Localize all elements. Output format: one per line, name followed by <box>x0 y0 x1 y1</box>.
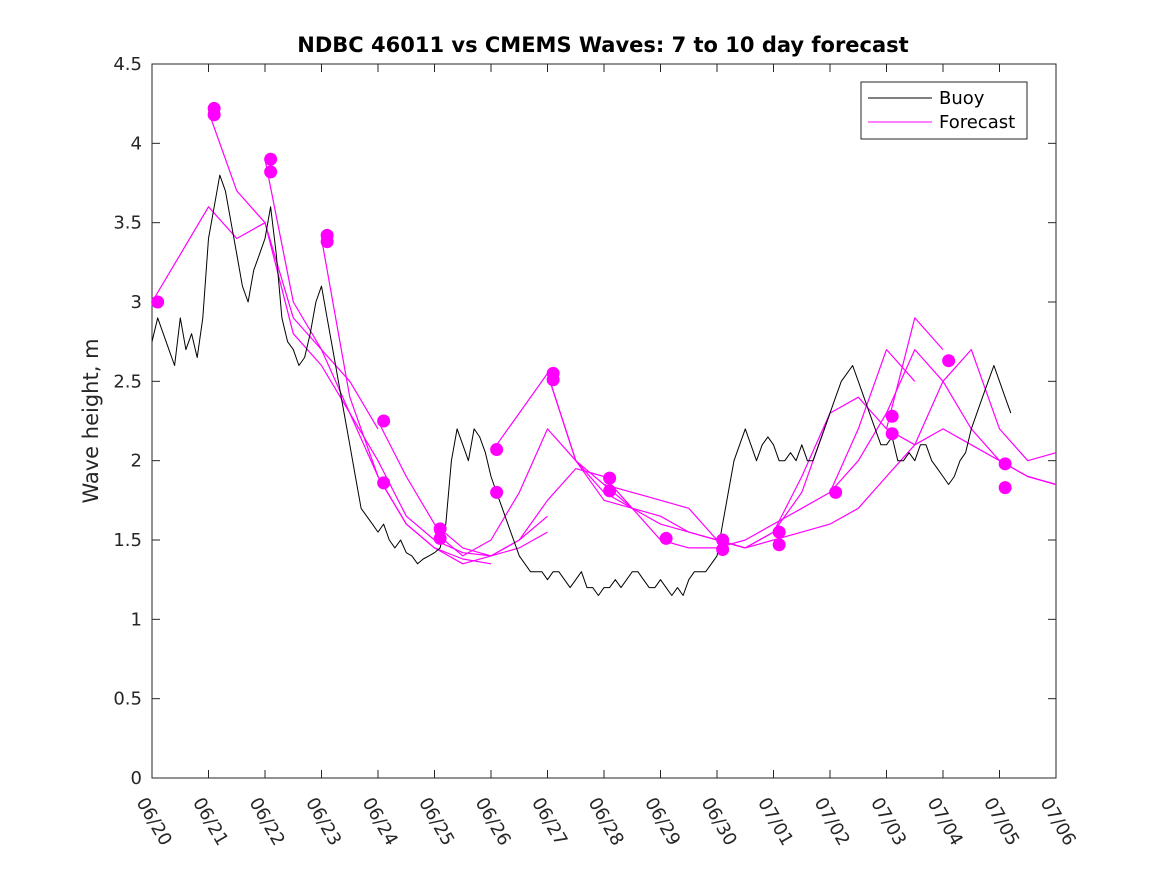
x-tick-label: 07/02 <box>810 794 854 849</box>
forecast-marker <box>264 152 278 166</box>
forecast-marker <box>207 108 221 122</box>
y-tick-label: 4.5 <box>113 54 142 75</box>
y-tick-label: 1.5 <box>113 530 142 551</box>
y-tick-label: 1 <box>131 609 142 630</box>
forecast-marker <box>772 538 786 552</box>
axes-box <box>151 63 1057 779</box>
x-tick-label: 06/24 <box>358 794 402 849</box>
x-tick-label: 06/25 <box>414 794 458 849</box>
forecast-marker <box>377 476 391 490</box>
x-tick-label: 07/03 <box>866 794 910 849</box>
forecast-marker <box>490 485 504 499</box>
legend-buoy-label: Buoy <box>939 88 985 109</box>
forecast-run-line <box>207 111 379 430</box>
y-tick-label: 3.5 <box>113 213 142 234</box>
forecast-run-line <box>377 420 548 557</box>
forecast-marker <box>885 409 899 423</box>
legend-forecast-label: Forecast <box>939 112 1015 133</box>
forecast-marker <box>603 471 617 485</box>
x-tick-label: 06/28 <box>584 794 628 849</box>
forecast-marker <box>320 235 334 249</box>
forecast-marker <box>659 531 673 545</box>
x-tick-label: 06/30 <box>697 794 741 849</box>
x-tick-label: 07/06 <box>1036 794 1080 849</box>
x-tick-label: 06/26 <box>471 794 515 849</box>
x-tick-label: 06/20 <box>132 794 176 849</box>
x-tick-label: 06/23 <box>301 794 345 849</box>
forecast-marker <box>885 427 899 441</box>
x-tick-label: 07/04 <box>923 794 967 849</box>
buoy-series-line <box>151 174 1012 596</box>
forecast-marker <box>829 485 843 499</box>
forecast-marker <box>377 414 391 428</box>
y-tick-label: 4 <box>131 133 142 154</box>
y-tick-label: 0.5 <box>113 689 142 710</box>
y-tick-label: 2 <box>131 451 142 472</box>
forecast-marker <box>546 373 560 387</box>
legend-box <box>860 81 1028 140</box>
y-tick-label: 0 <box>131 768 142 789</box>
x-tick-label: 07/01 <box>753 794 797 849</box>
x-tick-label: 07/05 <box>979 794 1023 849</box>
x-tick-label: 06/29 <box>640 794 684 849</box>
forecast-run-line <box>603 349 916 549</box>
forecast-marker <box>151 295 165 309</box>
y-tick-label: 3 <box>131 292 142 313</box>
forecast-marker <box>716 543 730 557</box>
chart-title: NDBC 46011 vs CMEMS Waves: 7 to 10 day f… <box>297 33 908 57</box>
forecast-marker <box>772 525 786 539</box>
forecast-marker <box>998 457 1012 471</box>
forecast-marker <box>264 165 278 179</box>
y-tick-label: 2.5 <box>113 371 142 392</box>
forecast-marker <box>603 484 617 498</box>
legend: Buoy Forecast <box>860 81 1028 140</box>
forecast-marker <box>716 533 730 547</box>
y-axis-label: Wave height, m <box>79 338 103 503</box>
forecast-marker <box>490 443 504 457</box>
x-tick-label: 06/21 <box>188 794 232 849</box>
forecast-run-line <box>490 372 718 541</box>
forecast-marker <box>433 522 447 536</box>
x-tick-label: 06/22 <box>245 794 289 849</box>
forecast-marker <box>433 531 447 545</box>
forecast-marker <box>942 354 956 368</box>
plot-area: 0 0.5 1 1.5 2 2.5 3 3.5 4 4.5 06/20 06/21 06/22 06/23… <box>113 54 1079 849</box>
x-tick-label: 06/27 <box>527 794 571 849</box>
forecast-marker <box>998 481 1012 495</box>
